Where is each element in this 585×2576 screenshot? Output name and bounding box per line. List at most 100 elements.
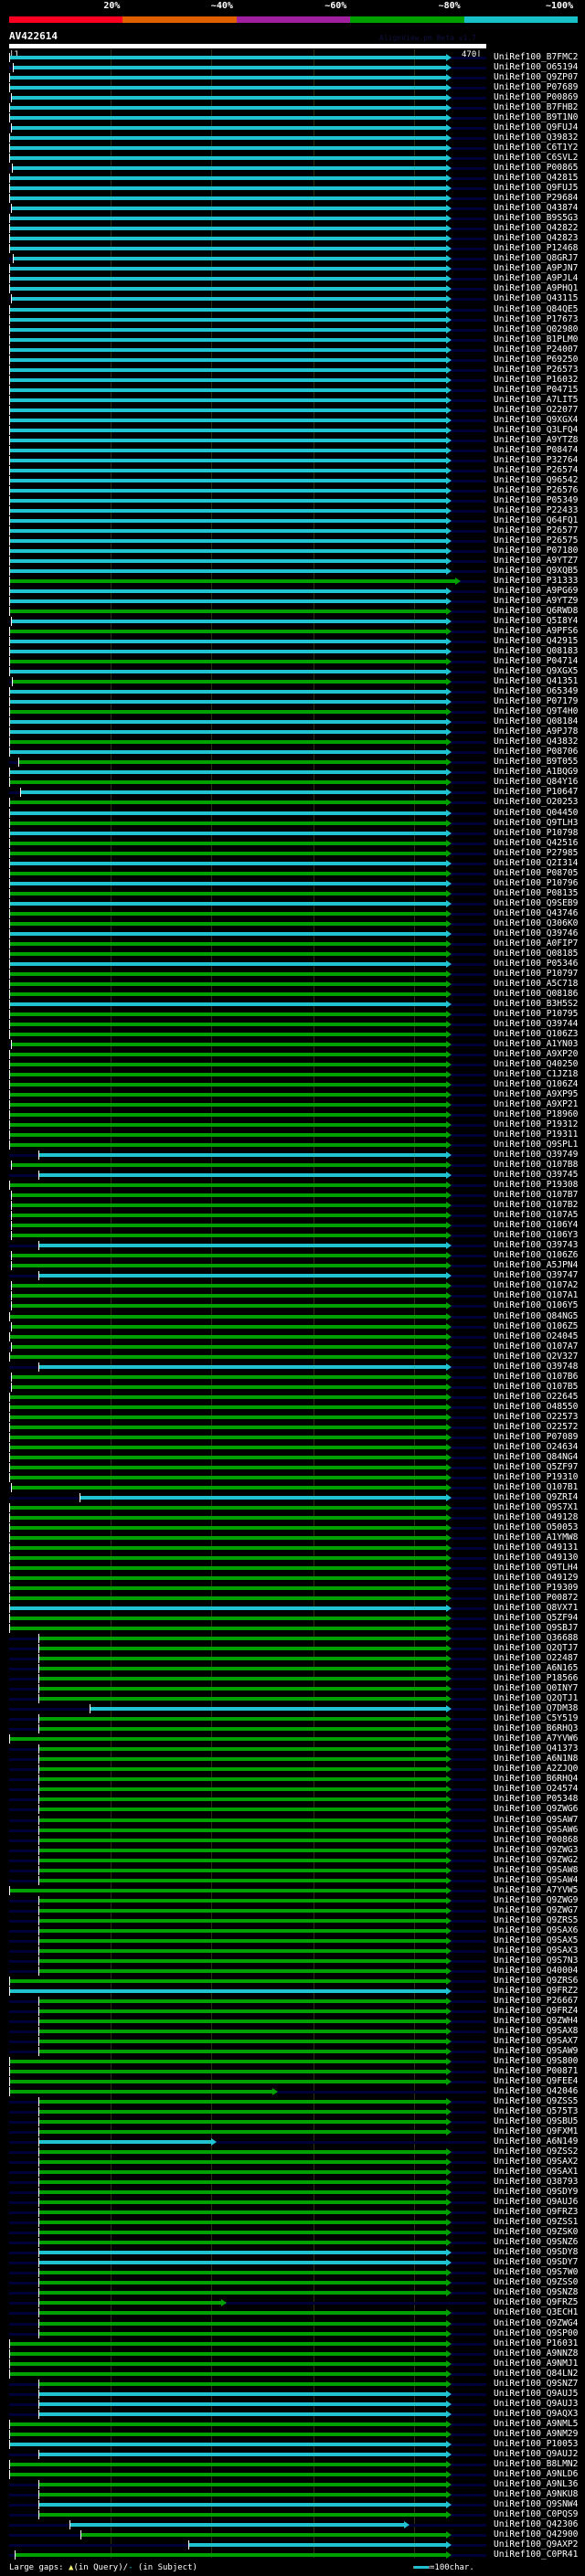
- alignment-bar[interactable]: [38, 2401, 446, 2406]
- alignment-bar[interactable]: [9, 841, 446, 845]
- alignment-row[interactable]: UniRef100_A9NM29: [0, 2428, 585, 2440]
- hit-label[interactable]: UniRef100_Q42823: [494, 233, 579, 244]
- hit-label[interactable]: UniRef100_Q39747: [494, 1270, 579, 1281]
- alignment-bar[interactable]: [9, 770, 446, 775]
- hit-label[interactable]: UniRef100_A9PG69: [494, 586, 579, 597]
- alignment-row[interactable]: UniRef100_A5C718: [0, 979, 585, 990]
- alignment-row[interactable]: UniRef100_Q96542: [0, 475, 585, 486]
- alignment-row[interactable]: UniRef100_O22077: [0, 405, 585, 416]
- alignment-bar[interactable]: [12, 166, 446, 171]
- hit-label[interactable]: UniRef100_Q08185: [494, 948, 579, 959]
- hit-label[interactable]: UniRef100_Q6RWD8: [494, 606, 579, 617]
- hit-label[interactable]: UniRef100_P07089: [494, 1431, 579, 1442]
- alignment-bar[interactable]: [9, 891, 446, 896]
- alignment-bar[interactable]: [9, 1455, 446, 1459]
- alignment-row[interactable]: UniRef100_P69250: [0, 355, 585, 366]
- hit-label[interactable]: UniRef100_P04714: [494, 656, 579, 667]
- alignment-bar[interactable]: [9, 2422, 446, 2426]
- hit-label[interactable]: UniRef100_Q2QTJ1: [494, 1693, 579, 1704]
- alignment-bar[interactable]: [9, 1012, 446, 1016]
- hit-label[interactable]: UniRef100_A9XP20: [494, 1048, 579, 1059]
- alignment-bar[interactable]: [9, 1113, 446, 1118]
- alignment-row[interactable]: UniRef100_Q42915: [0, 636, 585, 647]
- alignment-bar[interactable]: [9, 196, 446, 201]
- alignment-bar[interactable]: [69, 2522, 405, 2527]
- hit-label[interactable]: UniRef100_A9YTZ8: [494, 434, 579, 445]
- alignment-bar[interactable]: [38, 2110, 446, 2115]
- alignment-row[interactable]: UniRef100_C0PQS9: [0, 2509, 585, 2520]
- hit-label[interactable]: UniRef100_P10647: [494, 787, 579, 798]
- alignment-row[interactable]: UniRef100_O65349: [0, 686, 585, 697]
- alignment-row[interactable]: UniRef100_A6N165: [0, 1663, 585, 1674]
- alignment-row[interactable]: UniRef100_Q3LFQ4: [0, 425, 585, 436]
- hit-label[interactable]: UniRef100_C6SVL2: [494, 153, 579, 164]
- alignment-bar[interactable]: [9, 730, 446, 735]
- alignment-bar[interactable]: [9, 1002, 446, 1006]
- alignment-row[interactable]: UniRef100_Q7DM38: [0, 1703, 585, 1714]
- hit-label[interactable]: UniRef100_Q9SP00: [494, 2327, 579, 2338]
- alignment-row[interactable]: UniRef100_P07179: [0, 696, 585, 707]
- alignment-bar[interactable]: [9, 881, 446, 885]
- alignment-row[interactable]: UniRef100_A2ZJQ0: [0, 1764, 585, 1775]
- hit-label[interactable]: UniRef100_A9NML5: [494, 2418, 579, 2429]
- alignment-bar[interactable]: [9, 488, 446, 493]
- alignment-bar[interactable]: [9, 136, 446, 141]
- alignment-row[interactable]: UniRef100_P10797: [0, 969, 585, 980]
- hit-label[interactable]: UniRef100_Q36688: [494, 1633, 579, 1644]
- alignment-bar[interactable]: [9, 690, 446, 694]
- hit-label[interactable]: UniRef100_A9YTZ7: [494, 556, 579, 566]
- alignment-row[interactable]: UniRef100_C5Y519: [0, 1713, 585, 1724]
- alignment-bar[interactable]: [9, 831, 446, 835]
- hit-label[interactable]: UniRef100_A0FIP7: [494, 938, 579, 949]
- alignment-row[interactable]: UniRef100_Q9FEE4: [0, 2076, 585, 2087]
- hit-label[interactable]: UniRef100_A9PJL4: [494, 273, 579, 284]
- alignment-row[interactable]: UniRef100_P29684: [0, 193, 585, 204]
- hit-label[interactable]: UniRef100_Q9SAX5: [494, 1935, 579, 1945]
- hit-label[interactable]: UniRef100_Q107B7: [494, 1190, 579, 1201]
- alignment-row[interactable]: UniRef100_Q84Y16: [0, 777, 585, 788]
- hit-label[interactable]: UniRef100_P07689: [494, 82, 579, 93]
- alignment-bar[interactable]: [9, 610, 446, 614]
- alignment-row[interactable]: UniRef100_Q84QE5: [0, 304, 585, 315]
- alignment-row[interactable]: UniRef100_O65194: [0, 62, 585, 73]
- hit-label[interactable]: UniRef100_A6N165: [494, 1663, 579, 1674]
- alignment-row[interactable]: UniRef100_Q9ZSS0: [0, 2277, 585, 2288]
- hit-label[interactable]: UniRef100_A9NM29: [494, 2428, 579, 2439]
- hit-label[interactable]: UniRef100_C5Y519: [494, 1713, 579, 1724]
- alignment-bar[interactable]: [9, 2059, 446, 2063]
- alignment-row[interactable]: UniRef100_Q38793: [0, 2177, 585, 2188]
- hit-label[interactable]: UniRef100_Q04450: [494, 807, 579, 818]
- hit-label[interactable]: UniRef100_P16031: [494, 2337, 579, 2348]
- hit-label[interactable]: UniRef100_Q9AXP2: [494, 2539, 579, 2549]
- alignment-bar[interactable]: [9, 428, 446, 432]
- alignment-bar[interactable]: [11, 1294, 446, 1299]
- alignment-row[interactable]: UniRef100_Q9SAX3: [0, 1945, 585, 1956]
- hit-label[interactable]: UniRef100_P32764: [494, 454, 579, 465]
- alignment-bar[interactable]: [38, 2331, 446, 2336]
- alignment-row[interactable]: UniRef100_Q9ZWG4: [0, 2318, 585, 2329]
- alignment-row[interactable]: UniRef100_O49131: [0, 1542, 585, 1553]
- hit-label[interactable]: UniRef100_Q40004: [494, 1965, 579, 1976]
- alignment-bar[interactable]: [11, 207, 446, 211]
- hit-label[interactable]: UniRef100_A9PFS6: [494, 626, 579, 637]
- alignment-bar[interactable]: [11, 1384, 446, 1389]
- alignment-row[interactable]: UniRef100_P05348: [0, 1794, 585, 1805]
- hit-label[interactable]: UniRef100_B9T055: [494, 757, 579, 768]
- hit-label[interactable]: UniRef100_P29684: [494, 193, 579, 204]
- alignment-row[interactable]: UniRef100_A9NKU8: [0, 2489, 585, 2500]
- alignment-row[interactable]: UniRef100_A9YTZ9: [0, 596, 585, 607]
- alignment-row[interactable]: UniRef100_Q39747: [0, 1270, 585, 1281]
- hit-label[interactable]: UniRef100_Q107A7: [494, 1341, 579, 1352]
- alignment-bar[interactable]: [9, 1576, 446, 1581]
- alignment-bar[interactable]: [38, 2311, 446, 2316]
- alignment-bar[interactable]: [9, 1596, 446, 1601]
- hit-label[interactable]: UniRef100_P05349: [494, 494, 579, 505]
- alignment-bar[interactable]: [9, 1505, 446, 1510]
- hit-label[interactable]: UniRef100_Q42915: [494, 636, 579, 647]
- alignment-row[interactable]: UniRef100_Q9S7N3: [0, 1956, 585, 1966]
- alignment-bar[interactable]: [13, 257, 446, 261]
- alignment-bar[interactable]: [9, 307, 446, 312]
- hit-label[interactable]: UniRef100_Q39748: [494, 1361, 579, 1372]
- alignment-bar[interactable]: [9, 800, 446, 805]
- hit-label[interactable]: UniRef100_P10795: [494, 1008, 579, 1019]
